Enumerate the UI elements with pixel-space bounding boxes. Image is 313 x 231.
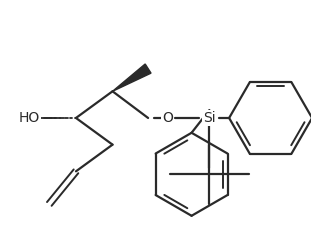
Text: HO: HO bbox=[19, 111, 40, 125]
Polygon shape bbox=[113, 64, 151, 91]
Text: O: O bbox=[162, 111, 173, 125]
Text: Si: Si bbox=[203, 111, 216, 125]
